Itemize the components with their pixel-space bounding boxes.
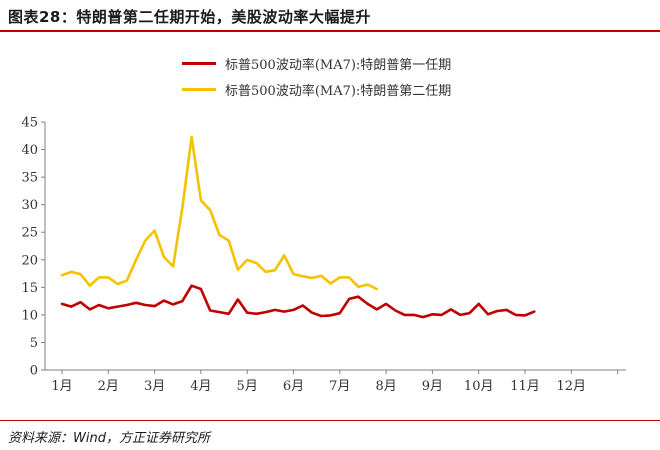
x-tick-label: 8月 — [375, 379, 396, 394]
y-tick-label: 35 — [21, 171, 38, 186]
y-tick-label: 15 — [21, 281, 38, 296]
x-tick-label: 9月 — [422, 379, 443, 394]
x-tick-label: 2月 — [98, 379, 119, 394]
x-tick-label: 12月 — [557, 379, 587, 394]
footer-divider — [0, 420, 660, 421]
y-tick-label: 10 — [21, 308, 38, 323]
chart-legend: 标普500波动率(MA7):特朗普第一任期 标普500波动率(MA7):特朗普第… — [182, 50, 451, 102]
series-line-2 — [60, 135, 379, 291]
x-tick-label: 6月 — [283, 379, 304, 394]
source-note: 资料来源：Wind，方正证券研究所 — [8, 431, 210, 446]
x-tick-label: 4月 — [190, 379, 211, 394]
legend-item-series-2: 标普500波动率(MA7):特朗普第二任期 — [182, 76, 451, 102]
x-tick-label: 3月 — [144, 379, 165, 394]
y-tick-label: 5 — [30, 336, 38, 351]
legend-label-series-2: 标普500波动率(MA7):特朗普第二任期 — [225, 83, 452, 99]
y-tick-label: 25 — [21, 226, 38, 241]
y-tick-label: 45 — [21, 116, 38, 131]
chart-title: 图表28：特朗普第二任期开始，美股波动率大幅提升 — [8, 8, 371, 26]
legend-swatch-series-2 — [182, 87, 216, 91]
x-tick-label: 10月 — [464, 379, 494, 394]
x-tick-label: 5月 — [237, 379, 258, 394]
title-divider — [0, 30, 660, 32]
legend-item-series-1: 标普500波动率(MA7):特朗普第一任期 — [182, 50, 451, 76]
y-tick-label: 0 — [30, 364, 38, 379]
line-chart: 0 5 10 15 20 25 30 35 40 45 1月 2月 3月 4月 5月 6月 7月 8月 9月 10月 1… — [21, 116, 626, 394]
x-tick-label: 1月 — [51, 379, 72, 394]
series-line-1 — [60, 284, 536, 319]
x-tick-label: 7月 — [329, 379, 350, 394]
y-tick-label: 40 — [21, 143, 38, 158]
legend-swatch-series-1 — [182, 61, 216, 65]
y-tick-label: 20 — [21, 253, 38, 268]
x-tick-label: 11月 — [510, 379, 540, 394]
legend-label-series-1: 标普500波动率(MA7):特朗普第一任期 — [225, 57, 452, 73]
y-tick-label: 30 — [21, 198, 38, 213]
